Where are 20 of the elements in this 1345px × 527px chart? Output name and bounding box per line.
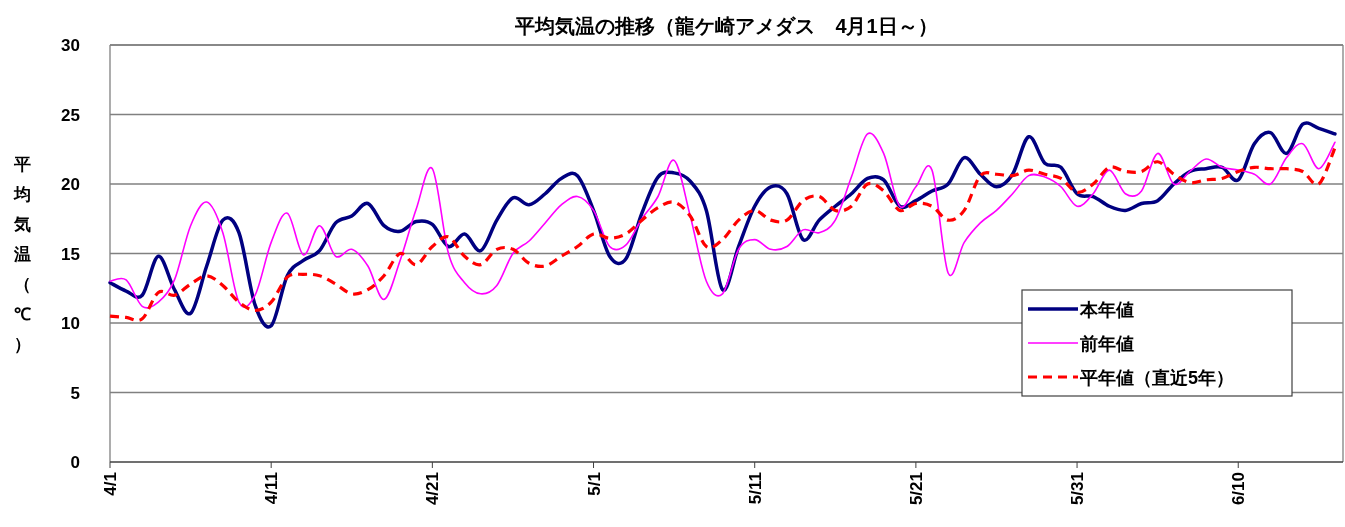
xtick: 5/21 xyxy=(906,472,926,506)
ytick: 10 xyxy=(61,314,80,333)
title: 平均気温の推移（龍ケ崎アメダス 4月1日～） xyxy=(515,15,938,37)
ytick: 20 xyxy=(61,175,80,194)
ytick: 25 xyxy=(61,105,80,125)
ylabel: 平均気温（℃） xyxy=(13,154,31,354)
legend-label: 平年値（直近5年） xyxy=(1079,368,1235,388)
xtick: 5/31 xyxy=(1068,472,1088,506)
ytick: 0 xyxy=(70,453,80,472)
xtick: 4/11 xyxy=(262,472,282,505)
xtick: 4/21 xyxy=(423,472,443,506)
xtick: 5/11 xyxy=(745,472,765,505)
xtick: 6/10 xyxy=(1229,472,1249,506)
ytick: 30 xyxy=(61,36,80,55)
xtick: 5/1 xyxy=(584,472,604,496)
ytick: 15 xyxy=(61,244,80,264)
legend-label: 本年値 xyxy=(1079,300,1134,320)
xtick: 4/1 xyxy=(101,472,120,496)
ytick: 5 xyxy=(70,383,80,403)
legend-label: 前年値 xyxy=(1079,334,1134,354)
